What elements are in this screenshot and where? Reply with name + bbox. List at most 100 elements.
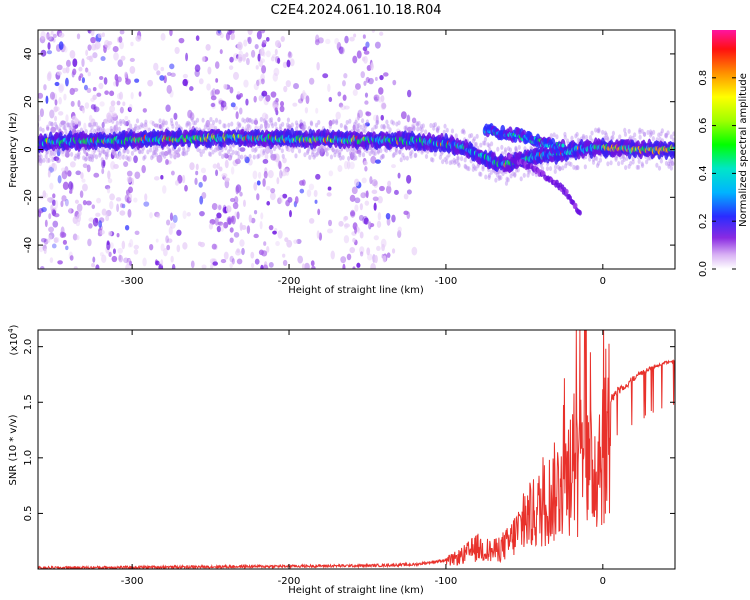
spectrogram-haze-cell bbox=[614, 155, 618, 161]
spectrogram-noise-cell bbox=[149, 212, 153, 219]
spectrogram-haze-cell bbox=[651, 129, 656, 135]
spectrogram-noise-cell bbox=[363, 50, 370, 55]
spectrogram-haze-cell bbox=[436, 125, 441, 131]
spectrogram-haze-cell bbox=[642, 132, 647, 138]
spectrogram-haze-cell bbox=[522, 172, 526, 178]
spectrogram-noise-cell bbox=[198, 78, 204, 85]
spectrogram-haze-cell bbox=[174, 121, 179, 127]
spectrogram-haze-cell bbox=[514, 146, 518, 152]
spectrogram-noise-cell bbox=[373, 180, 379, 188]
spectrogram-haze-cell bbox=[590, 130, 594, 136]
spectrogram-noise-cell bbox=[189, 112, 195, 121]
spectrogram-noise-cell bbox=[362, 215, 369, 225]
spectrogram-haze-cell bbox=[379, 148, 383, 154]
spectrogram-noise-cell bbox=[214, 61, 220, 69]
spectrogram-noise-cell bbox=[122, 101, 126, 107]
spectrogram-noise-cell bbox=[261, 250, 268, 257]
spectrogram-noise-cell bbox=[361, 177, 367, 184]
spectrogram-haze-cell bbox=[236, 121, 240, 127]
spectrogram-noise-cell bbox=[163, 151, 169, 156]
spectrogram-noise-cell bbox=[376, 245, 381, 251]
spectrogram-noise-cell bbox=[172, 150, 178, 160]
spectrogram-noise-cell bbox=[397, 226, 402, 233]
spectrogram-noise-cell bbox=[380, 114, 384, 121]
spectrogram-noise-cell bbox=[299, 122, 304, 130]
spectrogram-haze-cell bbox=[363, 128, 367, 134]
spectrogram-haze-cell bbox=[398, 149, 402, 155]
spectrogram-noise-cell bbox=[96, 197, 102, 204]
spectrogram-noise-cell bbox=[230, 166, 235, 175]
spectrogram-noise-cell bbox=[411, 123, 416, 129]
spectrogram-haze-cell bbox=[591, 156, 596, 162]
spectrogram-noise-cell bbox=[160, 33, 166, 41]
spectrogram-haze-cell bbox=[506, 177, 510, 183]
spectrogram-noise-cell bbox=[92, 52, 98, 59]
spectrogram-noise-cell bbox=[210, 95, 217, 101]
spectrogram-haze-cell bbox=[224, 153, 228, 159]
spectrogram-haze-cell bbox=[100, 127, 105, 133]
spectrogram-haze-cell bbox=[42, 157, 46, 163]
spectrogram-noise-cell bbox=[189, 86, 194, 92]
spectrogram-noise-cell bbox=[223, 221, 229, 229]
spectrogram-haze-cell bbox=[169, 117, 174, 123]
spectrogram-noise-cell bbox=[48, 234, 53, 241]
spectrogram-noise-cell bbox=[400, 111, 407, 120]
spectrogram-noise-cell bbox=[251, 49, 256, 58]
spectrogram-haze-cell bbox=[478, 171, 482, 177]
spectrogram-noise-cell bbox=[225, 32, 231, 41]
spectrogram-haze-cell bbox=[623, 131, 628, 137]
spectrogram-noise-cell bbox=[327, 186, 332, 191]
spectrogram-noise-cell bbox=[263, 241, 267, 246]
spectrogram-haze-cell bbox=[274, 121, 278, 127]
spectrogram-noise-cell bbox=[101, 254, 107, 264]
spectrogram-haze-cell bbox=[201, 148, 206, 154]
spectrogram-haze-cell bbox=[102, 149, 106, 155]
spectrogram-haze-cell bbox=[123, 120, 127, 126]
spectrogram-noise-cell bbox=[97, 32, 103, 39]
spectrogram-haze-cell bbox=[104, 151, 108, 157]
spectrogram-noise-cell bbox=[98, 82, 104, 90]
spectrogram-haze-cell bbox=[188, 121, 192, 127]
spectrogram-noise-cell bbox=[38, 161, 42, 166]
spectrogram-haze-cell bbox=[198, 148, 202, 154]
spectrogram-haze-cell bbox=[412, 125, 416, 131]
spectrogram-haze-cell bbox=[443, 157, 447, 163]
spectrogram-haze-cell bbox=[192, 120, 196, 126]
spectrogram-noise-cell bbox=[260, 264, 264, 269]
spectrogram-haze-cell bbox=[280, 148, 284, 154]
spectrogram-noise-cell bbox=[65, 114, 69, 123]
spectrogram-x-axis-label: Height of straight line (km) bbox=[288, 285, 424, 296]
spectrogram-noise-cell bbox=[174, 180, 180, 186]
spectrogram-haze-cell bbox=[669, 134, 673, 140]
spectrogram-noise-cell bbox=[270, 188, 276, 194]
spectrogram-noise-cell bbox=[314, 199, 318, 204]
spectrogram-noise-cell bbox=[373, 94, 380, 101]
spectrogram-noise-cell bbox=[250, 251, 255, 259]
spectrogram-haze-cell bbox=[464, 164, 468, 170]
spectrogram-haze-cell bbox=[140, 149, 144, 155]
spectrogram-noise-cell bbox=[101, 32, 105, 38]
spectrogram-haze-cell bbox=[257, 153, 261, 159]
spectrogram-haze-cell bbox=[624, 165, 628, 171]
spectrogram-haze-cell bbox=[456, 161, 460, 167]
spectrogram-haze-cell bbox=[649, 129, 653, 135]
spectrogram-haze-cell bbox=[259, 123, 264, 129]
spectrogram-noise-cell bbox=[38, 156, 43, 164]
spectrogram-noise-cell bbox=[369, 223, 375, 228]
spectrogram-haze-cell bbox=[279, 123, 283, 129]
spectrogram-haze-cell bbox=[402, 155, 407, 161]
spectrogram-haze-cell bbox=[168, 149, 172, 155]
spectrogram-haze-cell bbox=[382, 124, 386, 130]
spectrogram-y-axis: -40 -20 0 20 40 bbox=[23, 48, 675, 253]
spectrogram-noise-cell bbox=[355, 149, 362, 154]
spectrogram-noise-cell bbox=[209, 123, 215, 130]
spectrogram-noise-cell bbox=[406, 114, 410, 123]
spectrogram-noise-cell bbox=[95, 212, 101, 217]
spectrogram-haze-cell bbox=[496, 146, 500, 152]
spectrogram-haze-cell bbox=[98, 152, 102, 158]
spectrogram-haze-cell bbox=[489, 169, 494, 175]
spectrogram-haze-cell bbox=[640, 163, 645, 169]
spectrogram-haze-cell bbox=[211, 149, 215, 155]
spectrogram-haze-cell bbox=[84, 129, 88, 135]
spectrogram-noise-cell bbox=[237, 41, 243, 51]
